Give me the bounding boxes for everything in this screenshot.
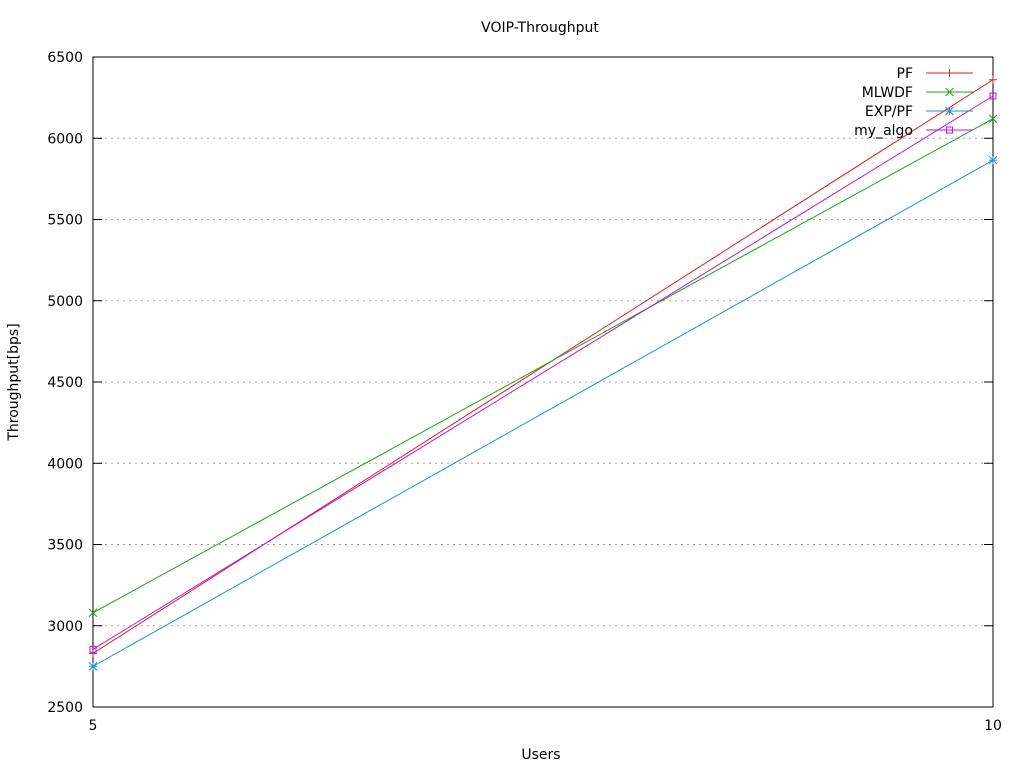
data-point-pf <box>89 649 97 658</box>
y-axis-ticks: 2500 3000 3500 4000 4500 5000 5500 6000 6500 <box>47 50 993 716</box>
y-tick-label: 2500 <box>47 700 83 716</box>
y-tick-label: 6500 <box>47 50 83 66</box>
series-line-pf <box>92 79 994 654</box>
x-axis-ticks: 5 10 <box>89 57 1002 734</box>
legend-marker-exp-pf <box>945 106 954 116</box>
legend-label-pf: PF <box>897 66 914 82</box>
series-line-exp-pf <box>92 159 994 667</box>
legend-label-my-algo: my_algo <box>854 123 913 139</box>
x-tick-label: 10 <box>984 718 1002 734</box>
legend-label-exp-pf: EXP/PF <box>865 104 913 120</box>
y-tick-label: 5500 <box>47 213 83 229</box>
y-tick-label: 3000 <box>47 619 83 635</box>
grid-lines <box>93 137 993 627</box>
series-line-my-algo <box>92 95 994 650</box>
series-line-mlwdf <box>92 118 994 614</box>
legend: PF MLWDF EXP/PF my_algo <box>854 66 973 139</box>
legend-marker-pf <box>945 69 954 77</box>
series-group <box>88 75 998 671</box>
y-tick-label: 4500 <box>47 375 83 391</box>
data-point-exp-pf <box>88 662 98 671</box>
data-point-my-algo <box>89 645 97 653</box>
legend-marker-my-algo <box>946 126 953 134</box>
y-axis-label: Throughput[bps] <box>6 323 22 441</box>
data-point-my-algo <box>989 92 997 100</box>
data-point-mlwdf <box>88 608 98 618</box>
data-point-exp-pf <box>988 155 998 165</box>
y-tick-label: 5000 <box>47 294 83 310</box>
y-tick-label: 3500 <box>47 538 83 554</box>
x-axis-label: Users <box>521 747 560 763</box>
legend-label-mlwdf: MLWDF <box>862 85 913 101</box>
y-tick-label: 4000 <box>47 456 83 472</box>
chart-title: VOIP-Throughput <box>481 20 599 36</box>
data-point-mlwdf <box>988 114 998 124</box>
legend-marker-mlwdf <box>945 87 954 97</box>
x-tick-label: 5 <box>89 718 98 734</box>
y-tick-label: 6000 <box>47 131 83 147</box>
data-point-pf <box>989 75 997 84</box>
